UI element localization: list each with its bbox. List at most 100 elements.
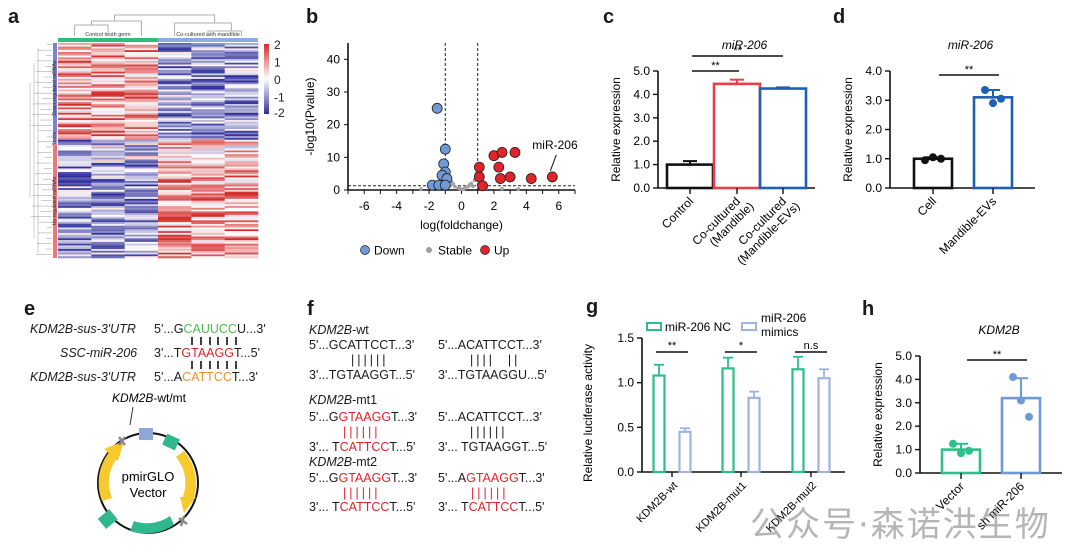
heatmap-cell [191, 100, 225, 103]
heatmap-cell [124, 180, 159, 184]
heatmap-cell [191, 103, 225, 107]
heatmap-cell [158, 249, 192, 252]
heatmap-cell [124, 157, 159, 160]
heatmap-cell [91, 51, 125, 55]
f-wt-title: KDM2B-wt [309, 323, 369, 337]
heatmap-cell [191, 141, 225, 144]
heatmap-cell [224, 227, 259, 230]
heatmap-cell [224, 247, 259, 250]
luc-arrow-right [176, 451, 196, 503]
heatmap-cell [124, 62, 159, 65]
heatmap-cell [158, 111, 192, 114]
seq-label-2: SSC-miR-206 [60, 346, 138, 360]
heatmap-cell [124, 218, 159, 221]
heatmap-cell [91, 139, 125, 142]
heatmap-cell [58, 114, 92, 117]
heatmap-cell [191, 146, 225, 150]
heatmap-cell [158, 193, 192, 196]
heatmap-cell [91, 186, 125, 189]
heatmap-cell [158, 130, 192, 133]
heatmap-cell [224, 118, 259, 121]
data-point [949, 439, 957, 448]
heatmap-cell [158, 229, 192, 232]
heatmap-cell [191, 87, 225, 90]
y-tick-label: 1.0 [617, 376, 634, 390]
heatmap-cell [91, 100, 125, 103]
heatmap-cell [58, 82, 92, 85]
seq-pre: 5'...G [154, 322, 184, 336]
seq-row-2: 3'...TGTAAGGT...5' [154, 346, 260, 360]
heatmap-cell [158, 198, 192, 201]
heatmap-cell [191, 209, 225, 212]
heatmap-cell [191, 105, 225, 108]
heatmap-cell [191, 232, 225, 236]
heatmap-cell [124, 60, 159, 64]
heatmap-cell [224, 240, 259, 243]
heatmap-cell [224, 256, 259, 259]
heatmap-cell [158, 64, 192, 67]
heatmap-cell [58, 93, 92, 96]
y-tick-label: 2.0 [865, 123, 882, 137]
y-tick-label: 3.0 [633, 111, 650, 125]
heatmap-cell [158, 163, 192, 166]
bar-chart-c: 0.0 1.0 2.0 3.0 4.0 5.0 Relative expression miR… [609, 38, 815, 268]
heatmap-cell [191, 218, 225, 221]
heatmap-cell [124, 114, 159, 117]
heatmap-cell [191, 75, 225, 78]
heatmap-cell [124, 130, 159, 133]
heatmap-cell [91, 236, 125, 239]
heatmap-cell [124, 100, 159, 103]
seq-core: CATTCC [339, 500, 390, 514]
heatmap-cell [91, 209, 125, 212]
point-up [504, 171, 516, 183]
row-group-bar [53, 144, 57, 258]
heatmap-cell [224, 191, 259, 194]
point-stable [419, 187, 423, 191]
heatmap-cell [91, 170, 125, 173]
seq-core: GTAAGG [466, 471, 519, 485]
heatmap-cell [191, 73, 225, 76]
legend-marker-up [480, 245, 490, 255]
heatmap-cell [58, 80, 92, 83]
heatmap-cell [91, 202, 125, 205]
heatmap-cell [58, 112, 92, 115]
heatmap-cell [158, 78, 192, 81]
heatmap-cell [158, 150, 192, 153]
heatmap-cell [191, 68, 225, 71]
heatmap-cell [91, 98, 125, 101]
heatmap-cell [124, 57, 159, 60]
heatmap-cell [224, 179, 259, 182]
seq-post: T...5' [389, 440, 416, 454]
heatmap-cell [91, 120, 125, 123]
heatmap-cell [58, 121, 92, 124]
heatmap-cell [91, 66, 125, 69]
heatmap-cell [91, 86, 125, 89]
f-mt1-left-top: 5'...GGTAAGGT...3' [309, 410, 417, 424]
heatmap-cell [224, 59, 259, 62]
heatmap-cell [224, 166, 259, 169]
bar-mimics [817, 377, 831, 474]
y-axis-label: Relative expression [841, 77, 855, 182]
y-tick-label: 4.0 [633, 87, 650, 101]
heatmap-cell [124, 91, 159, 94]
heatmap-cell [124, 116, 159, 119]
heatmap-cell [124, 177, 159, 180]
heatmap-cell [158, 245, 192, 248]
heatmap-cell [158, 180, 192, 184]
heatmap-cell [158, 75, 192, 78]
heatmap-cell [58, 240, 92, 243]
heatmap-cell [224, 193, 259, 196]
heatmap-cell [91, 105, 125, 108]
heatmap-cell [191, 60, 225, 64]
f-wt-right-top: 5'...ACATTCCT...3' [438, 338, 542, 352]
heatmap-cell [158, 57, 192, 60]
heatmap-cell [124, 241, 159, 244]
heatmap-cell [158, 216, 192, 219]
heatmap-cell [224, 189, 259, 193]
heatmap-cell [224, 68, 259, 71]
plasmid-name: pmirGLO [122, 469, 175, 484]
heatmap-cell [158, 136, 192, 139]
heatmap-cell [124, 223, 159, 227]
heatmap-cell [191, 188, 225, 191]
heatmap-cell [58, 166, 92, 169]
